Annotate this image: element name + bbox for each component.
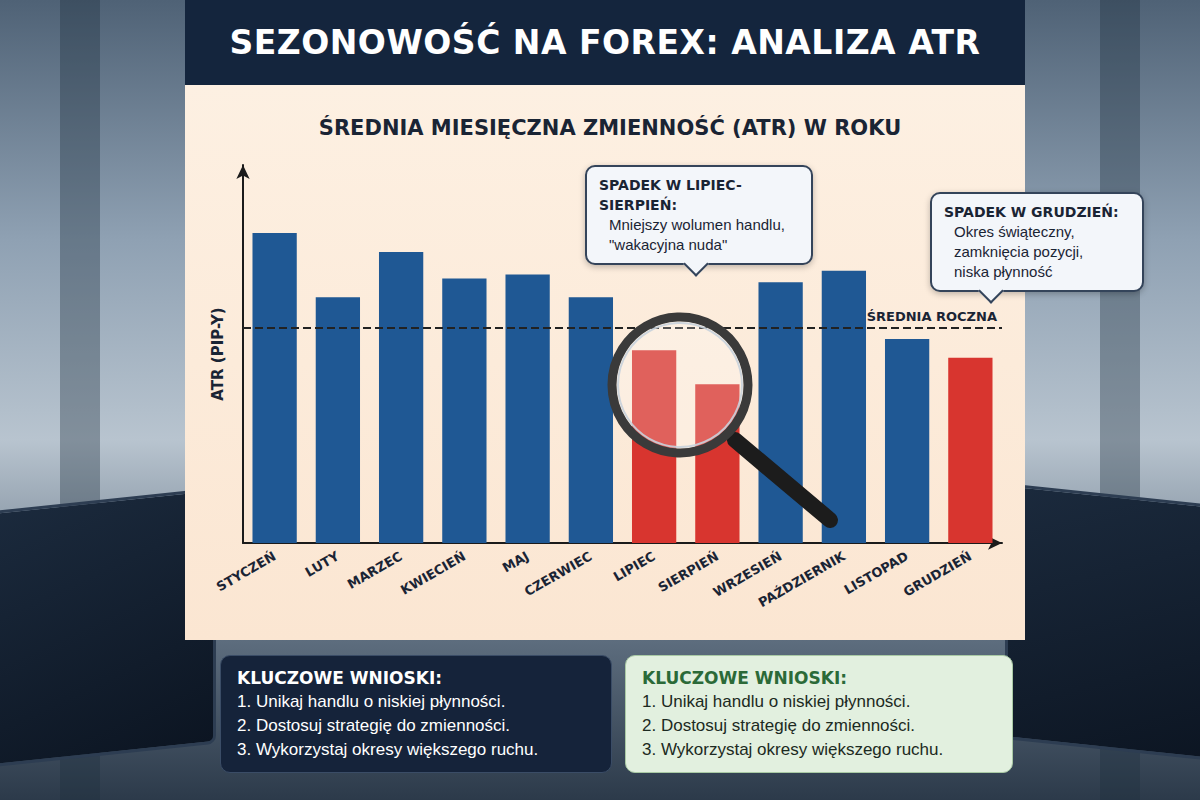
html-text:2. Dostosuj strategię do zmien: 2. Dostosuj strategię do zmienności. bbox=[237, 716, 511, 735]
svg-text:CZERWIEC: CZERWIEC bbox=[522, 549, 595, 600]
svg-text:ATR (PIP-Y): ATR (PIP-Y) bbox=[209, 307, 227, 400]
svg-text:MAJ: MAJ bbox=[500, 549, 532, 576]
html-text:"wakacyjna nuda": "wakacyjna nuda" bbox=[609, 236, 728, 253]
svg-text:LUTY: LUTY bbox=[302, 548, 342, 580]
html-text:2. Dostosuj strategię do zmien: 2. Dostosuj strategię do zmienności. bbox=[642, 716, 916, 735]
svg-text:ŚREDNIA MIESIĘCZNA ZMIENNOŚĆ (: ŚREDNIA MIESIĘCZNA ZMIENNOŚĆ (ATR) W ROK… bbox=[319, 115, 901, 140]
html-text:1. Unikaj handlu o niskiej pły: 1. Unikaj handlu o niskiej płynności. bbox=[642, 692, 911, 711]
html-text:KLUCZOWE WNIOSKI:: KLUCZOWE WNIOSKI: bbox=[237, 668, 442, 688]
html-text:SPADEK W GRUDZIEŃ:: SPADEK W GRUDZIEŃ: bbox=[944, 204, 1119, 220]
html-text:1. Unikaj handlu o niskiej pły: 1. Unikaj handlu o niskiej płynności. bbox=[237, 692, 506, 711]
html-text:SEZONOWOŚĆ NA FOREX: ANALIZA A: SEZONOWOŚĆ NA FOREX: ANALIZA ATR bbox=[229, 23, 981, 62]
svg-text:MARZEC: MARZEC bbox=[345, 549, 405, 592]
svg-text:STYCZEŃ: STYCZEŃ bbox=[214, 549, 279, 595]
svg-text:SIERPIEŃ: SIERPIEŃ bbox=[655, 548, 722, 596]
svg-text:WRZESIEŃ: WRZESIEŃ bbox=[710, 548, 785, 600]
svg-text:GRUDZIEŃ: GRUDZIEŃ bbox=[901, 549, 974, 600]
html-text:KLUCZOWE WNIOSKI:: KLUCZOWE WNIOSKI: bbox=[642, 668, 847, 688]
svg-text:PAŹDZIERNIK: PAŹDZIERNIK bbox=[756, 548, 849, 610]
html-text:3. Wykorzystaj okresy większeg: 3. Wykorzystaj okresy większego ruchu. bbox=[642, 740, 944, 759]
svg-text:KWIECIEŃ: KWIECIEŃ bbox=[398, 549, 468, 598]
html-text:zamknięcia pozycji,: zamknięcia pozycji, bbox=[954, 243, 1084, 260]
svg-text:LIPIEC: LIPIEC bbox=[611, 549, 658, 585]
html-text:Mniejszy wolumen handlu,: Mniejszy wolumen handlu, bbox=[609, 216, 785, 233]
svg-text:ŚREDNIA ROCZNA: ŚREDNIA ROCZNA bbox=[867, 309, 997, 324]
html-text:3. Wykorzystaj okresy większeg: 3. Wykorzystaj okresy większego ruchu. bbox=[237, 740, 539, 759]
html-text:SPADEK W LIPIEC-SIERPIEŃ:: SPADEK W LIPIEC-SIERPIEŃ: bbox=[599, 177, 742, 213]
html-text:Okres świąteczny,: Okres świąteczny, bbox=[954, 223, 1075, 240]
svg-text:LISTOPAD: LISTOPAD bbox=[841, 548, 911, 597]
html-text:niska płynność: niska płynność bbox=[954, 263, 1053, 280]
